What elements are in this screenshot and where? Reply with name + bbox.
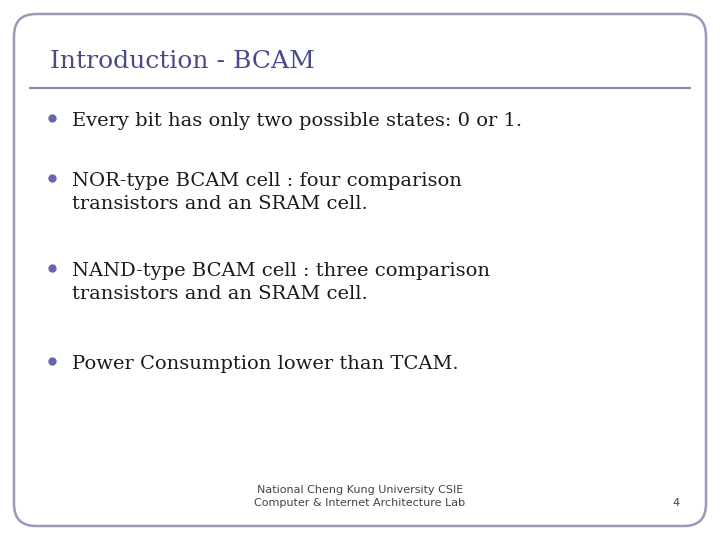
Text: NOR-type BCAM cell : four comparison
transistors and an SRAM cell.: NOR-type BCAM cell : four comparison tra… xyxy=(72,172,462,213)
Text: NAND-type BCAM cell : three comparison
transistors and an SRAM cell.: NAND-type BCAM cell : three comparison t… xyxy=(72,262,490,303)
Text: 4: 4 xyxy=(673,498,680,508)
Text: National Cheng Kung University CSIE
Computer & Internet Architecture Lab: National Cheng Kung University CSIE Comp… xyxy=(254,485,466,508)
Text: Power Consumption lower than TCAM.: Power Consumption lower than TCAM. xyxy=(72,355,459,373)
Text: Introduction - BCAM: Introduction - BCAM xyxy=(50,50,315,73)
FancyBboxPatch shape xyxy=(14,14,706,526)
Text: Every bit has only two possible states: 0 or 1.: Every bit has only two possible states: … xyxy=(72,112,522,130)
